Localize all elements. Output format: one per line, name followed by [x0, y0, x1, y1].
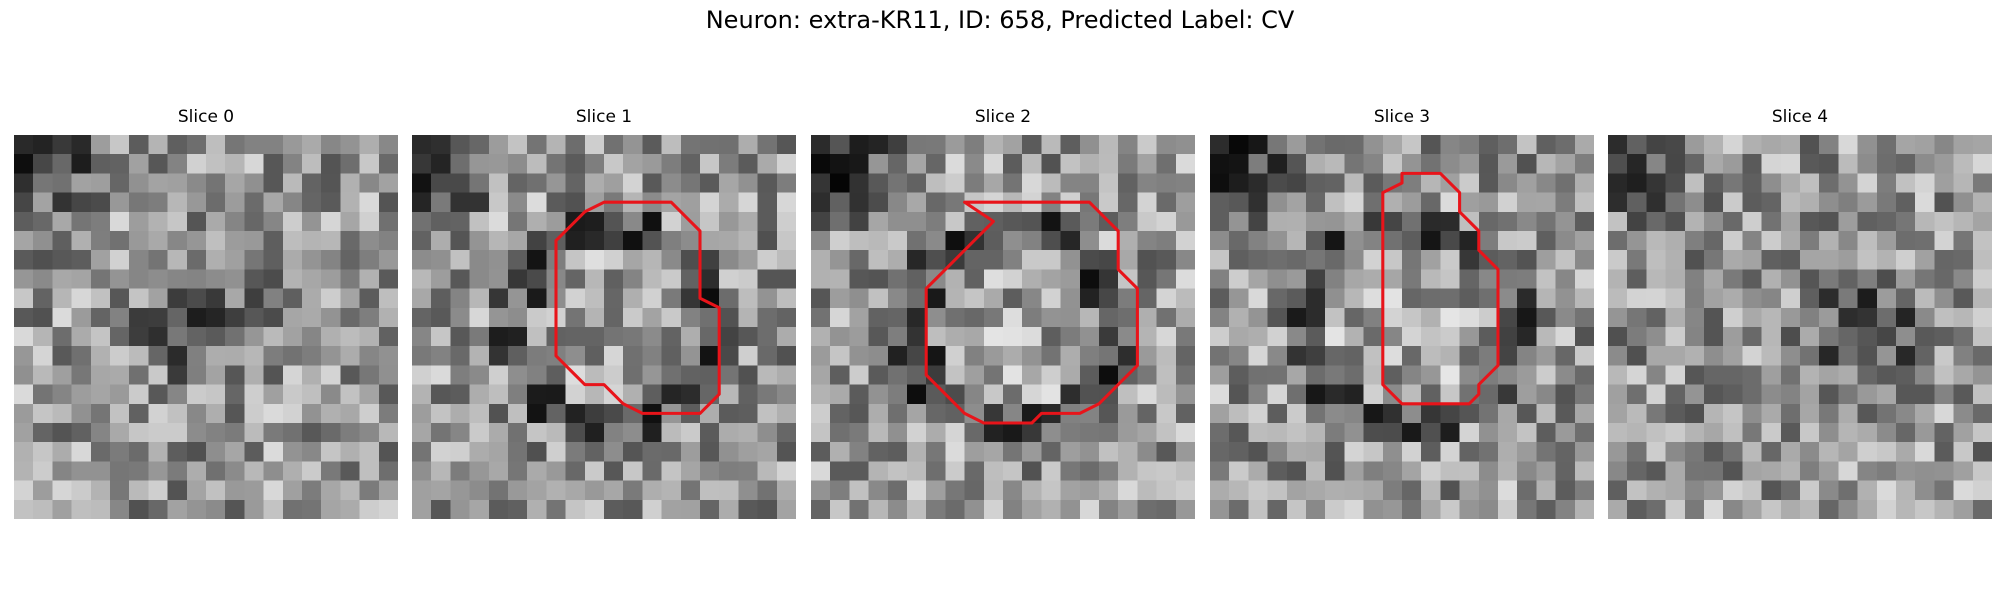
slice-title: Slice 1 — [575, 107, 633, 127]
micrograph-image — [811, 135, 1195, 519]
segmentation-contour — [554, 200, 721, 415]
micrograph-image — [1210, 135, 1594, 519]
micrograph-image — [412, 135, 796, 519]
figure-title: Neuron: extra-KR11, ID: 658, Predicted L… — [705, 6, 1295, 34]
slice-title: Slice 2 — [974, 107, 1032, 127]
micrograph-image — [1608, 135, 1992, 519]
contour-overlay — [924, 200, 1139, 425]
slice-title: Slice 0 — [177, 107, 235, 127]
slice-title: Slice 4 — [1771, 107, 1829, 127]
micrograph-image — [14, 135, 398, 519]
segmentation-contour — [1381, 171, 1500, 406]
contour-overlay — [554, 200, 721, 415]
segmentation-contour — [924, 200, 1139, 425]
contour-overlay — [1381, 171, 1500, 406]
slice-title: Slice 3 — [1373, 107, 1431, 127]
